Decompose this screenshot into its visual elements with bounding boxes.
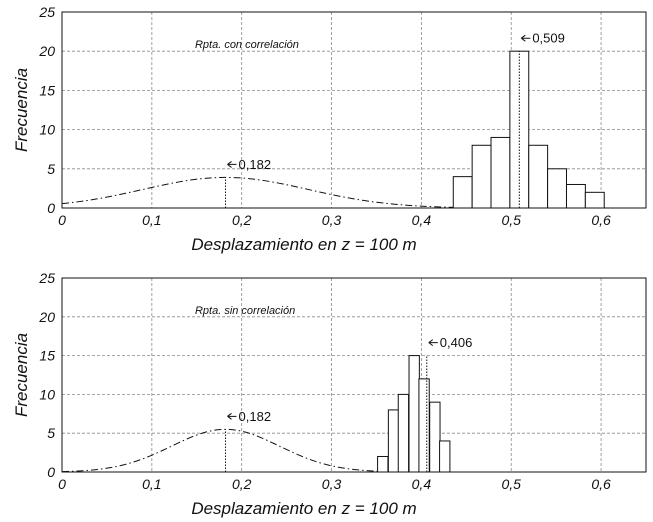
y-axis-title: Frecuencia — [12, 333, 31, 417]
x-tick-label: 0,5 — [501, 212, 521, 228]
y-tick-label: 5 — [47, 425, 55, 441]
x-tick-label: 0,6 — [591, 212, 611, 228]
annotation-label: 0,509 — [532, 31, 565, 46]
x-tick-label: 0,4 — [412, 212, 432, 228]
chart-panel-2: 0,406 0,182 Rpta. sin correlación 0 0,1 0,2 0,… — [12, 270, 647, 518]
histogram-bar — [547, 168, 567, 209]
histogram-bar — [490, 136, 511, 209]
x-tick-label: 0 — [58, 212, 66, 228]
annotation-label: 0,182 — [239, 409, 272, 424]
x-tick-label: 0,5 — [501, 476, 521, 492]
annotation-arrow-icon — [428, 339, 438, 346]
y-tick-label: 10 — [39, 122, 55, 138]
x-tick-label: 0,1 — [142, 212, 161, 228]
histogram-bar — [528, 144, 549, 209]
x-tick-label: 0,6 — [591, 476, 611, 492]
histogram-bar — [439, 440, 451, 473]
plot-frame — [61, 277, 647, 473]
y-tick-label: 5 — [47, 161, 55, 177]
value-annotation: 0,406 — [428, 335, 473, 350]
chart-title: Rpta. con correlación — [195, 39, 299, 51]
annotation-label: 0,182 — [239, 157, 272, 172]
y-tick-label: 0 — [47, 464, 55, 480]
histogram-bar — [408, 355, 420, 473]
histogram-bar — [387, 409, 400, 473]
x-tick-label: 0,3 — [322, 212, 342, 228]
y-tick-label: 25 — [38, 270, 55, 286]
histogram-bar — [418, 378, 430, 473]
x-tick-label: 0 — [58, 476, 66, 492]
value-annotation: 0,182 — [227, 409, 272, 424]
x-axis-title: Desplazamiento en z = 100 m — [191, 499, 416, 518]
y-tick-label: 15 — [39, 82, 55, 98]
histogram-bar — [452, 176, 473, 209]
value-annotation: 0,182 — [227, 157, 272, 172]
annotation-arrow-icon — [227, 161, 237, 168]
x-axis-title: Desplazamiento en z = 100 m — [191, 235, 416, 254]
x-tick-label: 0,1 — [142, 476, 161, 492]
y-tick-label: 20 — [38, 309, 55, 325]
grid — [62, 278, 646, 472]
y-tick-label: 20 — [38, 43, 55, 59]
y-tick-label: 0 — [47, 200, 55, 216]
annotation-arrow-icon — [521, 34, 531, 42]
x-tick-label: 0,4 — [412, 476, 432, 492]
histogram-bar — [471, 144, 492, 209]
y-tick-label: 15 — [39, 348, 55, 364]
value-annotation: 0,509 — [521, 31, 565, 46]
histogram-bar — [429, 401, 441, 473]
histogram-bar — [584, 191, 605, 209]
chart-title: Rpta. sin correlación — [195, 305, 295, 317]
chart-panel-1: 0,509 0,182 Rpta. con correlación 0 0,1 0,2 0,… — [12, 4, 647, 254]
x-tick-label: 0,2 — [232, 476, 252, 492]
histogram-bar — [565, 183, 586, 209]
normal-curve — [61, 428, 646, 473]
annotation-label: 0,406 — [440, 335, 473, 350]
x-tick-label: 0,2 — [232, 212, 252, 228]
y-tick-label: 25 — [38, 4, 55, 20]
histogram-bar — [377, 455, 389, 473]
normal-curve — [61, 176, 646, 209]
x-tick-label: 0,3 — [322, 476, 342, 492]
y-axis-title: Frecuencia — [12, 68, 31, 152]
plot-frame — [61, 11, 647, 209]
y-tick-label: 10 — [39, 386, 55, 402]
histogram-bar — [397, 393, 410, 473]
annotation-arrow-icon — [227, 412, 237, 420]
